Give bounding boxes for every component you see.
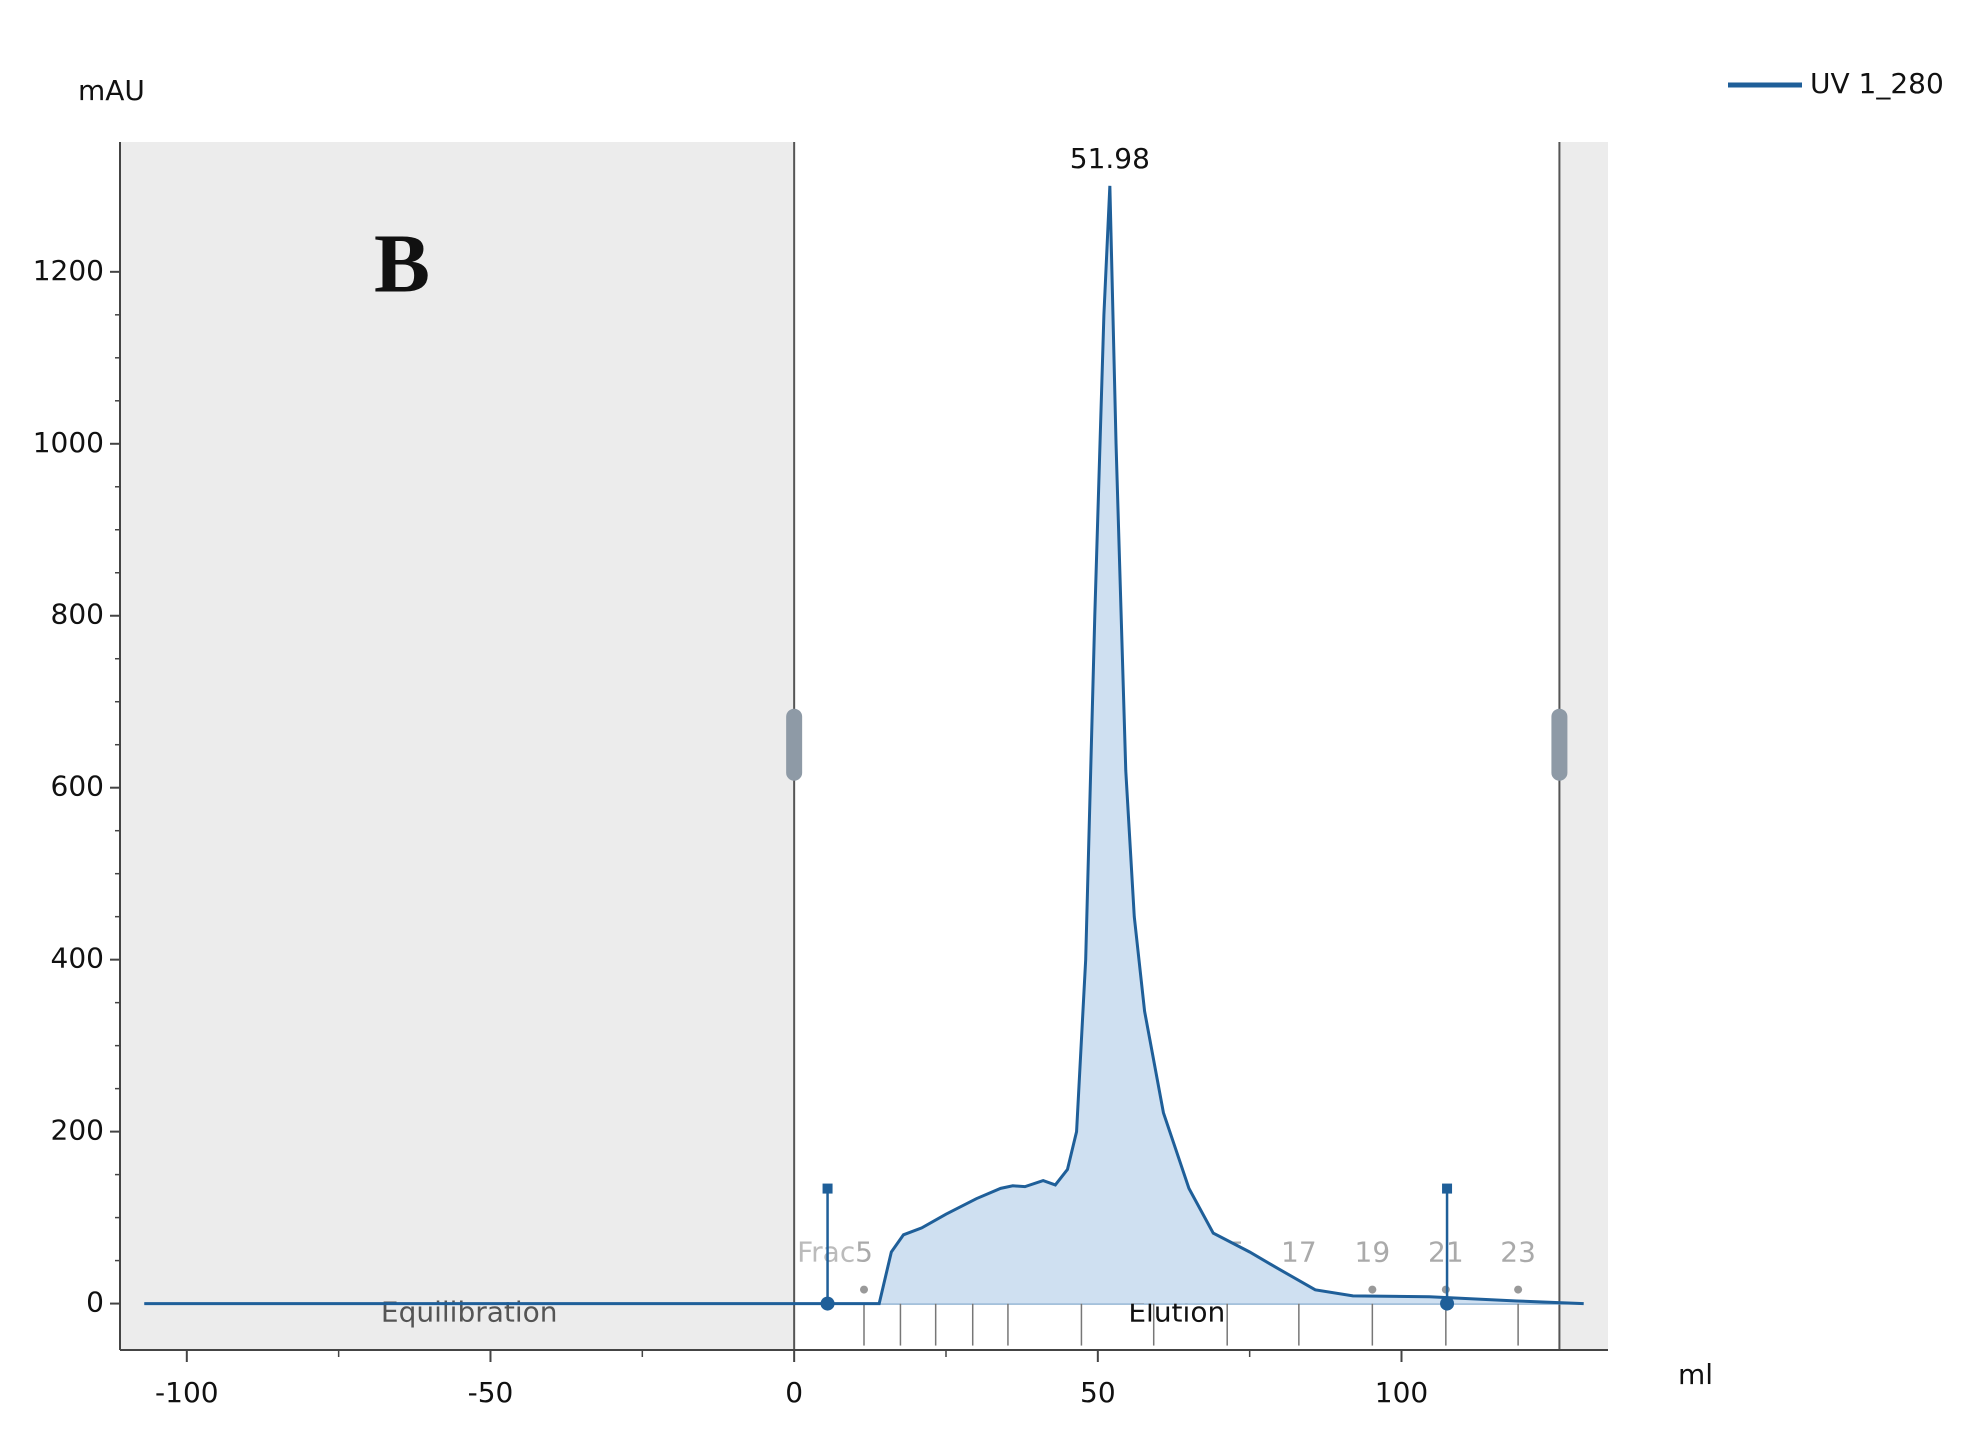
event-foot <box>820 1296 835 1311</box>
shaded-region <box>120 142 795 1350</box>
y-tick-label: 600 <box>51 770 104 803</box>
boundary-handle <box>1551 708 1568 781</box>
y-tick-label: 1000 <box>33 426 104 459</box>
y-axis-label: mAU <box>78 74 145 107</box>
boundary-handle <box>786 708 803 781</box>
peak-label: 51.98 <box>1070 142 1150 175</box>
fraction-label: 17 <box>1281 1236 1317 1269</box>
legend-label: UV 1_280 <box>1810 67 1944 100</box>
x-tick-label: 0 <box>785 1376 803 1409</box>
shaded-region <box>1559 142 1608 1350</box>
y-tick-label: 400 <box>51 942 104 975</box>
event-head <box>1442 1183 1453 1194</box>
fraction-label: 19 <box>1355 1236 1391 1269</box>
fraction-label: 23 <box>1500 1236 1536 1269</box>
y-tick-label: 1200 <box>33 254 104 287</box>
y-tick-label: 200 <box>51 1114 104 1147</box>
x-tick-label: -50 <box>468 1376 514 1409</box>
x-tick-label: 50 <box>1080 1376 1116 1409</box>
fraction-dot <box>860 1285 868 1294</box>
fraction-label: 5 <box>855 1236 873 1269</box>
fraction-title: Frac <box>797 1236 855 1269</box>
event-foot <box>1440 1296 1455 1311</box>
series-line <box>144 185 1584 1306</box>
x-tick-label: 100 <box>1375 1376 1428 1409</box>
x-axis-label: ml <box>1678 1358 1713 1391</box>
y-tick-label: 800 <box>51 598 104 631</box>
y-tick-label: 0 <box>86 1286 104 1319</box>
event-head <box>822 1183 833 1194</box>
fraction-dot <box>1368 1285 1377 1294</box>
x-tick-label: -100 <box>155 1376 219 1409</box>
panel-label: B <box>374 217 430 310</box>
fraction-dot <box>1514 1285 1523 1294</box>
phase-label: Equilibration <box>381 1296 558 1329</box>
